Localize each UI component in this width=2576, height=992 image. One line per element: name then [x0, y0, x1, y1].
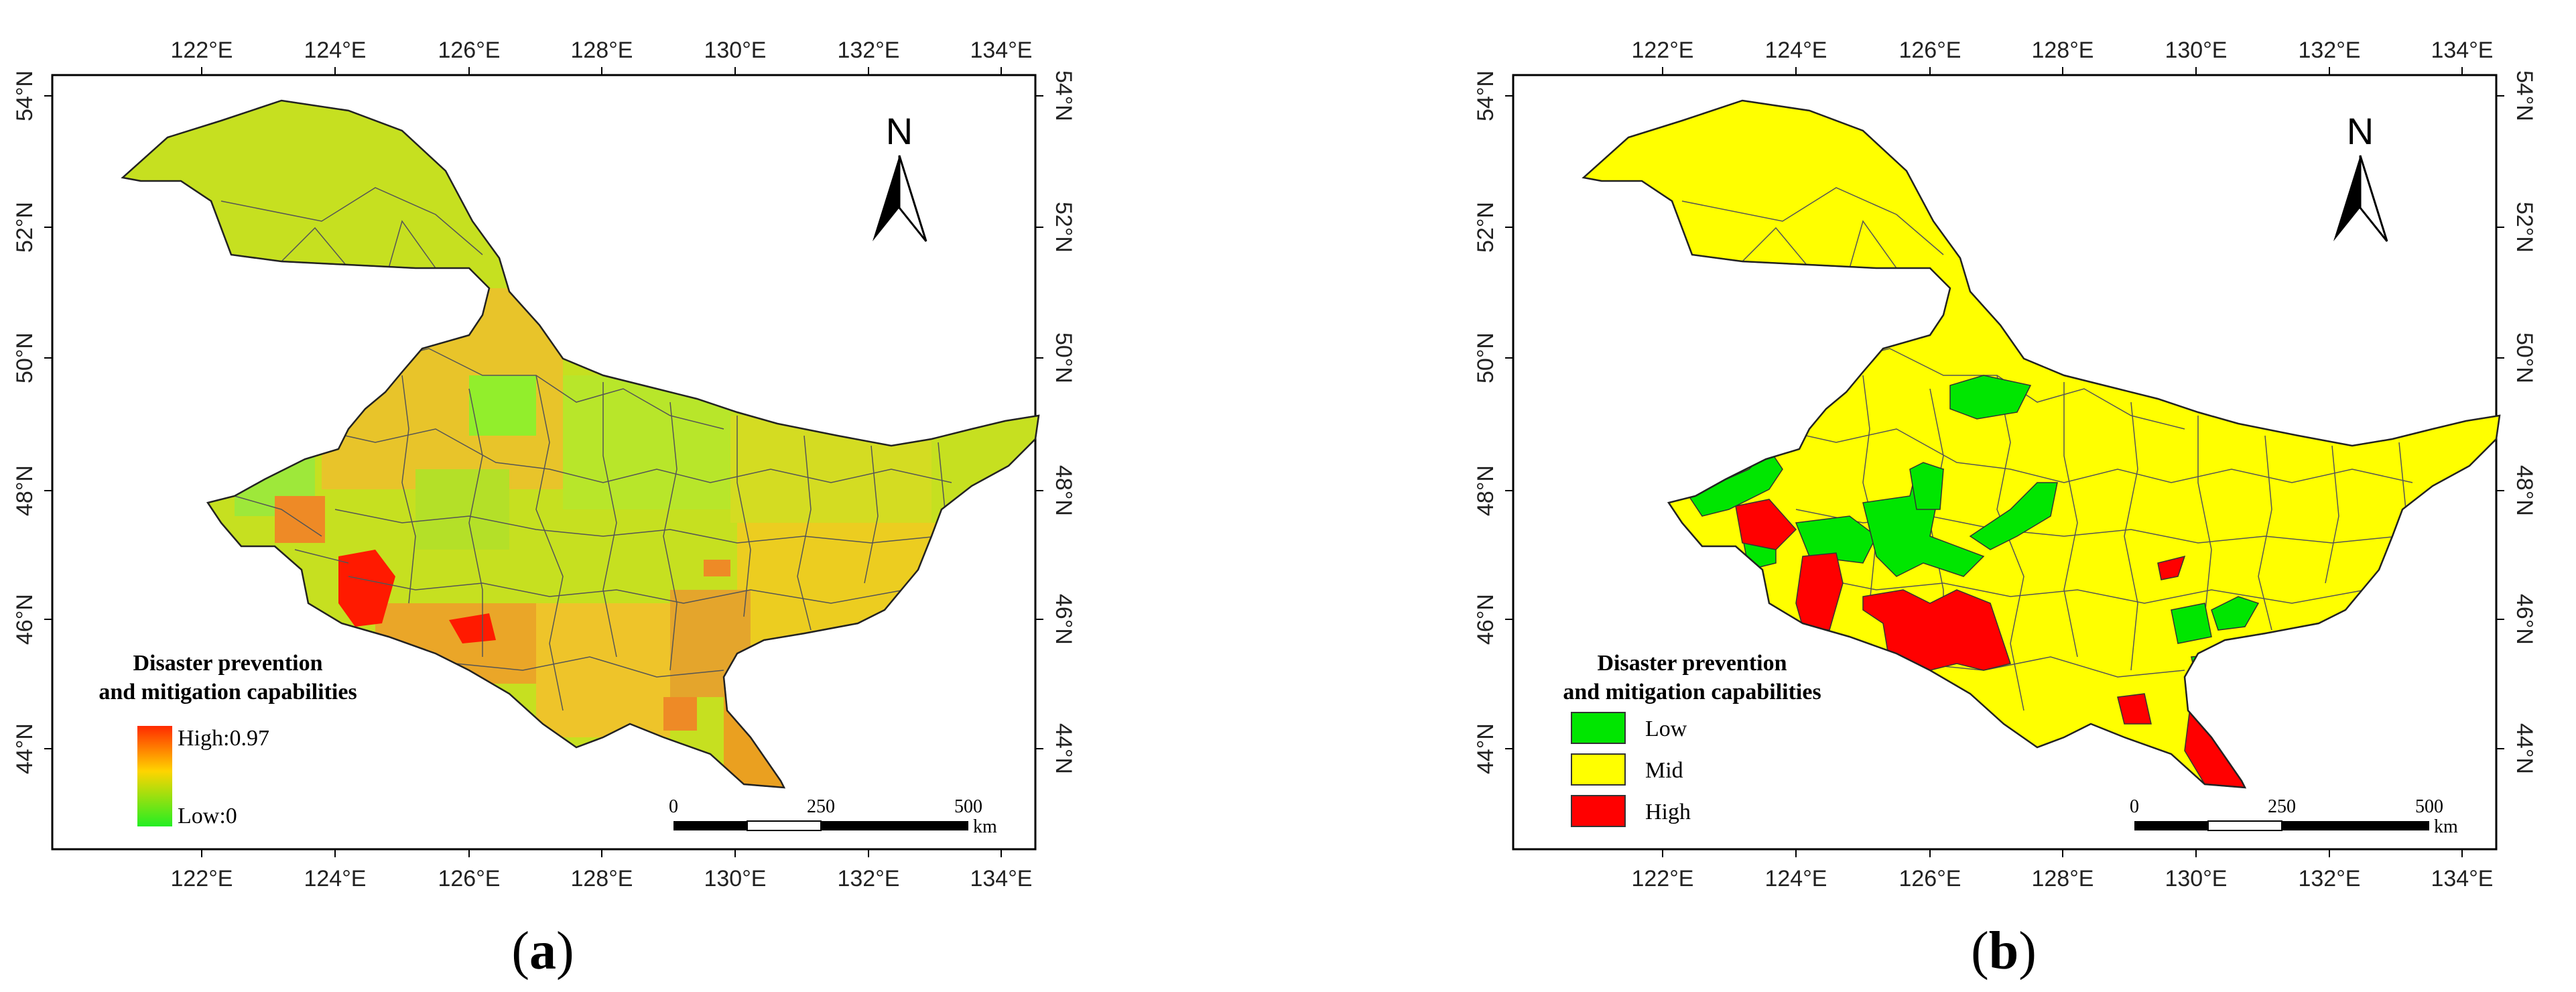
lon-tick-label: 122°E — [1631, 866, 1693, 891]
scale-label: 0 — [2130, 796, 2139, 817]
scale-label: 0 — [669, 796, 678, 817]
map-panel-a: 122°E 124°E 126°E 128°E 130°E 132°E 134°… — [12, 38, 1076, 981]
lat-tick-label: 52°N — [12, 202, 38, 253]
lon-tick-label: 124°E — [1764, 866, 1827, 891]
caption-b: (b) — [1971, 922, 2037, 981]
north-label: N — [886, 110, 913, 152]
lon-tick-label: 134°E — [970, 866, 1032, 891]
legend-high-label: High:0.97 — [178, 726, 269, 751]
lon-tick-label: 128°E — [2031, 38, 2094, 63]
low-county — [2171, 603, 2211, 643]
lat-tick-label: 54°N — [12, 70, 38, 121]
legend-swatch-high — [1571, 796, 1625, 826]
lon-tick-label: 124°E — [304, 38, 366, 63]
lat-tick-label: 48°N — [1473, 465, 1498, 516]
lon-labels-bottom-a: 122°E 124°E 126°E 128°E 130°E 132°E 134°… — [170, 866, 1032, 891]
legend-label-high: High — [1645, 800, 1691, 824]
legend-label-low: Low — [1645, 717, 1687, 741]
lat-labels-right-b: 54°N 52°N 50°N 48°N 46°N 44°N — [2512, 70, 2537, 774]
caption-a: (a) — [511, 922, 574, 981]
lon-tick-label: 128°E — [570, 866, 633, 891]
lat-tick-label: 52°N — [1051, 202, 1076, 253]
scale-label: 500 — [954, 796, 982, 817]
lon-labels-bottom-b: 122°E 124°E 126°E 128°E 130°E 132°E 134°… — [1631, 866, 2493, 891]
lon-tick-label: 124°E — [1764, 38, 1827, 63]
legend-title-line1: Disaster prevention — [133, 651, 322, 676]
north-label: N — [2347, 110, 2374, 152]
legend-title-line2: and mitigation capabilities — [99, 680, 357, 704]
figure-canvas: 122°E 124°E 126°E 128°E 130°E 132°E 134°… — [0, 0, 2576, 992]
lat-tick-label: 50°N — [12, 332, 38, 383]
lat-tick-label: 48°N — [12, 465, 38, 516]
lat-labels-left-b: 54°N 52°N 50°N 48°N 46°N 44°N — [1473, 70, 1498, 774]
lat-tick-label: 52°N — [1473, 202, 1498, 253]
scale-label: 250 — [807, 796, 835, 817]
lat-tick-label: 54°N — [2512, 70, 2537, 121]
lon-tick-label: 122°E — [170, 866, 233, 891]
lat-tick-label: 52°N — [2512, 202, 2537, 253]
lat-tick-label: 44°N — [2512, 723, 2537, 774]
legend-label-mid: Mid — [1645, 758, 1683, 783]
lat-tick-label: 50°N — [2512, 332, 2537, 383]
lon-tick-label: 132°E — [2298, 866, 2360, 891]
lat-tick-label: 50°N — [1473, 332, 1498, 383]
lon-tick-label: 126°E — [1898, 38, 1961, 63]
lon-tick-label: 132°E — [2298, 38, 2360, 63]
scale-unit: km — [2434, 816, 2458, 837]
legend-low-label: Low:0 — [178, 804, 237, 828]
lat-tick-label: 46°N — [1473, 594, 1498, 645]
lat-labels-right-a: 54°N 52°N 50°N 48°N 46°N 44°N — [1051, 70, 1076, 774]
lon-tick-label: 134°E — [2431, 866, 2493, 891]
lon-tick-label: 130°E — [704, 38, 766, 63]
lon-labels-top-b: 122°E 124°E 126°E 128°E 130°E 132°E 134°… — [1631, 38, 2493, 63]
lat-tick-label: 54°N — [1473, 70, 1498, 121]
lon-tick-label: 126°E — [438, 866, 500, 891]
map-panel-b: 122°E 124°E 126°E 128°E 130°E 132°E 134°… — [1473, 38, 2537, 981]
low-county — [1910, 462, 1943, 509]
lat-tick-label: 54°N — [1051, 70, 1076, 121]
lat-tick-label: 50°N — [1051, 332, 1076, 383]
lon-tick-label: 134°E — [970, 38, 1032, 63]
lat-tick-label: 46°N — [1051, 594, 1076, 645]
legend-title-line1: Disaster prevention — [1597, 651, 1787, 676]
lon-tick-label: 122°E — [1631, 38, 1693, 63]
lon-tick-label: 130°E — [704, 866, 766, 891]
lon-labels-top-a: 122°E 124°E 126°E 128°E 130°E 132°E 134°… — [170, 38, 1032, 63]
legend-swatch-low — [1571, 712, 1625, 743]
lat-tick-label: 48°N — [2512, 465, 2537, 516]
lon-tick-label: 128°E — [2031, 866, 2094, 891]
lon-tick-label: 126°E — [438, 38, 500, 63]
lat-tick-label: 44°N — [1473, 723, 1498, 774]
legend-title-line2: and mitigation capabilities — [1563, 680, 1821, 704]
lon-tick-label: 126°E — [1898, 866, 1961, 891]
lon-tick-label: 130°E — [2165, 38, 2227, 63]
lon-tick-label: 128°E — [570, 38, 633, 63]
lon-tick-label: 130°E — [2165, 866, 2227, 891]
scale-label: 500 — [2415, 796, 2443, 817]
lon-tick-label: 132°E — [837, 38, 899, 63]
lat-labels-left-a: 54°N 52°N 50°N 48°N 46°N 44°N — [12, 70, 38, 774]
lat-tick-label: 44°N — [12, 723, 38, 774]
scale-unit: km — [973, 816, 997, 837]
lon-tick-label: 134°E — [2431, 38, 2493, 63]
lon-tick-label: 124°E — [304, 866, 366, 891]
lat-tick-label: 48°N — [1051, 465, 1076, 516]
lat-tick-label: 46°N — [2512, 594, 2537, 645]
lon-tick-label: 132°E — [837, 866, 899, 891]
scale-label: 250 — [2268, 796, 2296, 817]
lat-tick-label: 46°N — [12, 594, 38, 645]
lon-tick-label: 122°E — [170, 38, 233, 63]
legend-swatch-mid — [1571, 754, 1625, 785]
gradient-legend-bar — [137, 726, 172, 826]
lat-tick-label: 44°N — [1051, 723, 1076, 774]
